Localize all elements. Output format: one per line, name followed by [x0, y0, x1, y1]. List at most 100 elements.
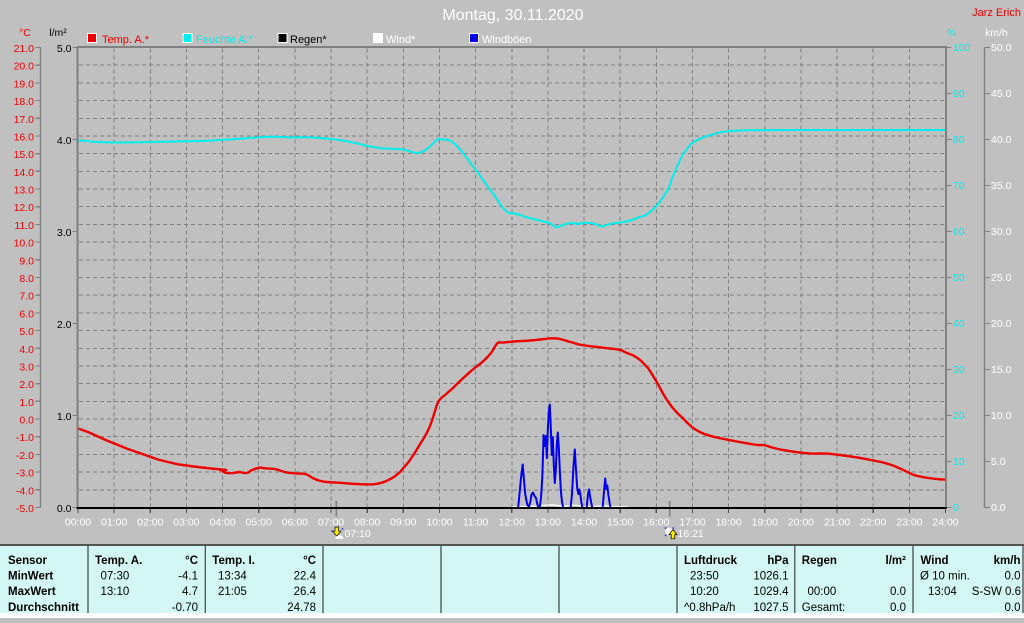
svg-text:13:04: 13:04 [928, 586, 957, 598]
svg-text:26.4: 26.4 [294, 586, 317, 598]
svg-text:40.0: 40.0 [991, 134, 1012, 146]
svg-text:0.0: 0.0 [991, 502, 1006, 514]
svg-text:15:00: 15:00 [607, 517, 633, 529]
svg-text:4.7: 4.7 [182, 586, 198, 598]
svg-text:60: 60 [953, 226, 965, 238]
svg-text:45.0: 45.0 [991, 88, 1012, 100]
svg-text:0.0: 0.0 [19, 415, 34, 427]
svg-text:Jarz Erich: Jarz Erich [972, 7, 1021, 19]
svg-text:50: 50 [953, 272, 965, 284]
svg-text:10.0: 10.0 [991, 410, 1012, 422]
svg-text:3.0: 3.0 [57, 227, 72, 239]
svg-text:17.0: 17.0 [14, 114, 35, 126]
svg-text:Regen: Regen [802, 555, 837, 567]
svg-text:1.0: 1.0 [19, 397, 34, 409]
svg-text:15.0: 15.0 [991, 364, 1012, 376]
svg-text:25.0: 25.0 [991, 272, 1012, 284]
svg-text:Wind*: Wind* [386, 34, 416, 46]
svg-text:18.0: 18.0 [14, 96, 35, 108]
svg-text:0.0: 0.0 [890, 586, 906, 598]
svg-text:20: 20 [953, 410, 965, 422]
svg-text:13:34: 13:34 [218, 571, 247, 583]
svg-text:MaxWert: MaxWert [8, 586, 56, 598]
svg-text:00:00: 00:00 [65, 517, 91, 529]
svg-text:hPa: hPa [767, 555, 789, 567]
svg-text:Temp. A.: Temp. A. [95, 555, 142, 567]
svg-text:90: 90 [953, 88, 965, 100]
svg-text:20.0: 20.0 [14, 61, 35, 73]
svg-text:24.78: 24.78 [287, 602, 316, 614]
svg-text:03:00: 03:00 [173, 517, 199, 529]
svg-text:23:00: 23:00 [896, 517, 922, 529]
svg-text:S-SW 0.6: S-SW 0.6 [972, 586, 1021, 598]
svg-text:17:00: 17:00 [679, 517, 705, 529]
svg-text:13.0: 13.0 [14, 185, 35, 197]
svg-text:Temp. I.: Temp. I. [212, 555, 255, 567]
svg-text:km/h: km/h [994, 555, 1021, 567]
svg-text:02:00: 02:00 [137, 517, 163, 529]
svg-text:2.0: 2.0 [57, 319, 72, 331]
svg-text:°C: °C [303, 555, 316, 567]
svg-text:0.0: 0.0 [1005, 602, 1021, 614]
svg-text:22:00: 22:00 [860, 517, 886, 529]
svg-text:^0.8hPa/h: ^0.8hPa/h [684, 602, 735, 614]
svg-text:1027.5: 1027.5 [753, 602, 788, 614]
svg-text:10:20: 10:20 [690, 586, 719, 598]
svg-text:19:00: 19:00 [752, 517, 778, 529]
svg-text:km/h: km/h [985, 27, 1008, 39]
svg-text:°C: °C [185, 555, 198, 567]
svg-text:0.0: 0.0 [1005, 571, 1021, 583]
svg-text:7.0: 7.0 [19, 291, 34, 303]
svg-text:-3.0: -3.0 [16, 468, 34, 480]
svg-text:08:00: 08:00 [354, 517, 380, 529]
svg-text:0: 0 [953, 502, 959, 514]
svg-text:16:21: 16:21 [678, 528, 704, 540]
svg-text:Durchschnitt: Durchschnitt [8, 602, 79, 614]
svg-text:21:00: 21:00 [824, 517, 850, 529]
svg-text:100: 100 [953, 42, 971, 54]
svg-text:3.0: 3.0 [19, 362, 34, 374]
svg-text:-2.0: -2.0 [16, 450, 34, 462]
svg-text:-5.0: -5.0 [16, 503, 34, 515]
svg-text:21:05: 21:05 [218, 586, 247, 598]
svg-text:01:00: 01:00 [101, 517, 127, 529]
svg-text:0.0: 0.0 [890, 602, 906, 614]
svg-text:6.0: 6.0 [19, 308, 34, 320]
svg-text:2.0: 2.0 [19, 379, 34, 391]
svg-text:Montag, 30.11.2020: Montag, 30.11.2020 [442, 7, 583, 24]
svg-text:09:00: 09:00 [390, 517, 416, 529]
svg-text:19.0: 19.0 [14, 78, 35, 90]
svg-text:70: 70 [953, 180, 965, 192]
svg-text:l/m²: l/m² [886, 555, 907, 567]
svg-text:0.0: 0.0 [57, 503, 72, 515]
svg-text:8.0: 8.0 [19, 273, 34, 285]
svg-text:00:00: 00:00 [808, 586, 837, 598]
svg-text:13:00: 13:00 [535, 517, 561, 529]
svg-text:24:00: 24:00 [932, 517, 958, 529]
svg-text:5.0: 5.0 [57, 43, 72, 55]
svg-text:80: 80 [953, 134, 965, 146]
svg-text:Gesamt:: Gesamt: [802, 602, 845, 614]
svg-text:40: 40 [953, 318, 965, 330]
svg-text:16:00: 16:00 [643, 517, 669, 529]
svg-text:12.0: 12.0 [14, 202, 35, 214]
svg-text:-1.0: -1.0 [16, 432, 34, 444]
svg-text:Regen*: Regen* [290, 34, 327, 46]
svg-text:4.0: 4.0 [19, 344, 34, 356]
svg-text:4.0: 4.0 [57, 135, 72, 147]
svg-text:50.0: 50.0 [991, 42, 1012, 54]
svg-text:07:00: 07:00 [318, 517, 344, 529]
svg-text:1.0: 1.0 [57, 411, 72, 423]
svg-text:06:00: 06:00 [282, 517, 308, 529]
svg-text:11:00: 11:00 [463, 517, 489, 529]
svg-text:Luftdruck: Luftdruck [684, 555, 738, 567]
svg-text:21.0: 21.0 [14, 43, 35, 55]
svg-text:°C: °C [19, 27, 31, 39]
svg-text:5.0: 5.0 [19, 326, 34, 338]
svg-text:30: 30 [953, 364, 965, 376]
svg-text:l/m²: l/m² [49, 27, 67, 39]
svg-text:-4.0: -4.0 [16, 485, 34, 497]
svg-text:13:10: 13:10 [101, 586, 130, 598]
svg-text:18:00: 18:00 [715, 517, 741, 529]
svg-text:1029.4: 1029.4 [753, 586, 789, 598]
